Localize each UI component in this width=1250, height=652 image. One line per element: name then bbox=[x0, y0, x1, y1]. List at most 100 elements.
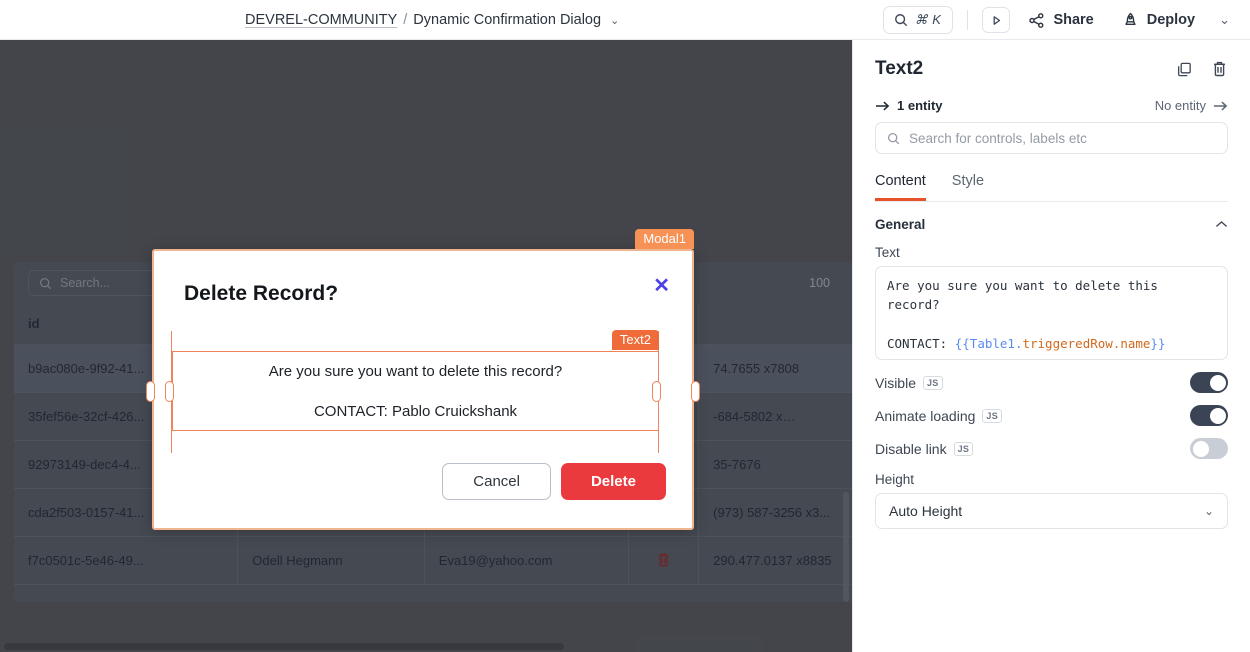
modal-footer-actions: Cancel Delete bbox=[442, 463, 666, 500]
column-header-phone[interactable] bbox=[698, 304, 852, 345]
section-header-general[interactable]: General bbox=[875, 217, 1228, 232]
search-icon bbox=[894, 13, 908, 27]
entity-count-label: 1 entity bbox=[897, 98, 943, 113]
share-button[interactable]: Share bbox=[1018, 7, 1103, 34]
copy-icon[interactable] bbox=[1176, 61, 1193, 78]
text-value-prefix: CONTACT: bbox=[887, 336, 955, 352]
breadcrumb-chevron-down-icon[interactable]: ⌄ bbox=[610, 15, 620, 27]
global-search-button[interactable]: ⌘ K bbox=[882, 6, 954, 34]
property-row-visible: Visible JS bbox=[875, 372, 1228, 393]
modal-resize-handle-right[interactable] bbox=[691, 381, 700, 402]
share-label: Share bbox=[1053, 12, 1094, 28]
disable-link-label-group: Disable link JS bbox=[875, 440, 974, 457]
modal-title: Delete Record? bbox=[184, 282, 339, 305]
text-value-editor[interactable]: Are you sure you want to delete this rec… bbox=[875, 266, 1228, 360]
breadcrumb-page[interactable]: Dynamic Confirmation Dialog bbox=[413, 12, 602, 28]
animate-loading-toggle[interactable] bbox=[1190, 405, 1228, 426]
close-icon[interactable]: ✕ bbox=[653, 275, 670, 297]
height-selected-value: Auto Height bbox=[889, 503, 963, 519]
property-row-disable-link: Disable link JS bbox=[875, 438, 1228, 459]
preview-play-button[interactable] bbox=[982, 7, 1011, 33]
text-resize-handle-left[interactable] bbox=[165, 381, 174, 402]
cell-phone: 35-7676 bbox=[698, 440, 852, 489]
js-toggle-chip[interactable]: JS bbox=[982, 408, 1003, 423]
binding-close-braces: }} bbox=[1150, 336, 1166, 352]
app-topbar: DEVREL-COMMUNITY / Dynamic Confirmation … bbox=[0, 0, 1250, 40]
modal-resize-handle-left[interactable] bbox=[146, 381, 155, 402]
tab-content[interactable]: Content bbox=[875, 173, 926, 201]
entity-navigation: 1 entity No entity bbox=[875, 98, 1228, 113]
js-toggle-chip[interactable]: JS bbox=[923, 375, 943, 390]
toolbar-divider bbox=[967, 10, 969, 30]
chevron-down-icon: ⌄ bbox=[1203, 504, 1214, 518]
chevron-up-icon[interactable] bbox=[1215, 220, 1228, 229]
section-title-general: General bbox=[875, 217, 926, 232]
property-search-input[interactable]: Search for controls, labels etc bbox=[875, 122, 1228, 154]
height-field-label: Height bbox=[875, 472, 915, 487]
play-icon bbox=[991, 15, 1002, 26]
app-canvas[interactable]: Search... 100 id ad bbox=[0, 40, 852, 652]
toggle-knob bbox=[1209, 407, 1226, 424]
binding-property: triggeredRow.name bbox=[1022, 336, 1151, 352]
modal-message-line-2: CONTACT: Pablo Cruickshank bbox=[313, 402, 518, 420]
cell-phone: 290.477.0137 x8835 bbox=[698, 536, 852, 585]
toggle-knob bbox=[1209, 374, 1226, 391]
text-field-label: Text bbox=[875, 245, 900, 260]
table-row-count: 100 bbox=[809, 276, 830, 290]
cell-name: Odell Hegmann bbox=[237, 536, 425, 585]
text-widget-badge[interactable]: Text2 bbox=[611, 330, 659, 350]
canvas-horizontal-scrollbar[interactable] bbox=[4, 643, 564, 650]
entity-next-label: No entity bbox=[1154, 98, 1206, 113]
entity-next-link[interactable]: No entity bbox=[1155, 98, 1228, 113]
text-value-line-1: Are you sure you want to delete this bbox=[887, 278, 1158, 293]
table-row[interactable]: f7c0501c-5e46-49... Odell Hegmann Eva19@… bbox=[14, 536, 852, 585]
js-toggle-chip[interactable]: JS bbox=[953, 441, 974, 456]
deploy-label: Deploy bbox=[1146, 12, 1196, 28]
binding-object: Table1. bbox=[969, 336, 1023, 352]
property-search-placeholder: Search for controls, labels etc bbox=[909, 130, 1087, 146]
arrow-right-icon bbox=[875, 100, 890, 112]
cell-phone: (973) 587-3256 x3... bbox=[698, 488, 852, 537]
text-widget-selection[interactable]: Text2 Are you sure you want to delete th… bbox=[172, 330, 659, 431]
height-select[interactable]: Auto Height ⌄ bbox=[875, 493, 1228, 529]
delete-button[interactable]: Delete bbox=[560, 463, 666, 500]
cell-email: Eva19@yahoo.com bbox=[424, 536, 630, 585]
cell-id: f7c0501c-5e46-49... bbox=[14, 536, 239, 585]
search-icon bbox=[39, 277, 52, 290]
search-shortcut-label: ⌘ K bbox=[914, 12, 942, 27]
visible-label-group: Visible JS bbox=[875, 375, 943, 391]
text-value-line-3: CONTACT: {{Table1.triggeredRow.name}} bbox=[887, 334, 1216, 353]
text-value-blank-line bbox=[887, 315, 1216, 334]
property-row-animate-loading: Animate loading JS bbox=[875, 405, 1228, 426]
share-icon bbox=[1028, 12, 1045, 29]
property-pane-title: Text2 bbox=[875, 58, 924, 79]
property-pane-header: Text2 bbox=[875, 40, 1228, 80]
visible-label: Visible bbox=[875, 374, 916, 391]
search-icon bbox=[887, 132, 900, 145]
arrow-right-icon bbox=[1213, 100, 1228, 112]
row-delete-icon[interactable] bbox=[628, 536, 700, 585]
text-value-line-2: record? bbox=[887, 297, 940, 313]
property-pane-header-actions bbox=[1176, 60, 1228, 78]
tab-style[interactable]: Style bbox=[951, 173, 985, 189]
property-pane: Text2 bbox=[852, 40, 1250, 652]
modal-widget-badge[interactable]: Modal1 bbox=[635, 229, 694, 249]
breadcrumb: DEVREL-COMMUNITY / Dynamic Confirmation … bbox=[245, 0, 619, 40]
text-resize-handle-right[interactable] bbox=[652, 381, 661, 402]
breadcrumb-separator: / bbox=[403, 12, 408, 28]
binding-open-braces: {{ bbox=[954, 336, 970, 352]
entity-prev-link[interactable]: 1 entity bbox=[875, 98, 943, 113]
visible-toggle[interactable] bbox=[1190, 372, 1228, 393]
animate-loading-label-group: Animate loading JS bbox=[875, 408, 1003, 424]
modal-message-line-1: Are you sure you want to delete this rec… bbox=[268, 362, 563, 380]
deploy-button[interactable]: Deploy bbox=[1112, 7, 1205, 34]
topbar-actions: ⌘ K Share bbox=[882, 0, 1238, 40]
disable-link-toggle[interactable] bbox=[1190, 438, 1228, 459]
deploy-chevron-down-icon[interactable]: ⌄ bbox=[1219, 12, 1230, 27]
cancel-button[interactable]: Cancel bbox=[442, 463, 551, 500]
trash-icon[interactable] bbox=[1211, 60, 1228, 78]
breadcrumb-workspace[interactable]: DEVREL-COMMUNITY bbox=[245, 12, 398, 28]
disable-link-label: Disable link bbox=[875, 440, 947, 457]
table-vertical-scrollbar[interactable] bbox=[843, 492, 849, 602]
confirmation-modal[interactable]: Modal1 Delete Record? ✕ Text2 Are you su… bbox=[152, 229, 694, 530]
